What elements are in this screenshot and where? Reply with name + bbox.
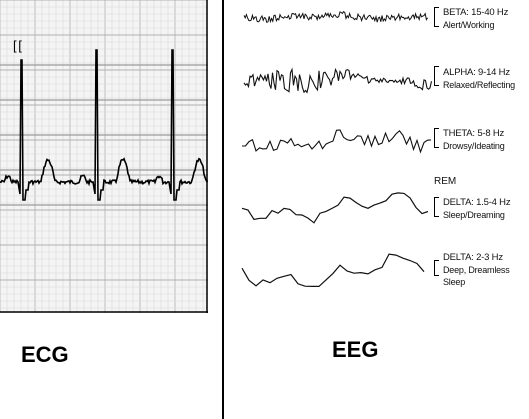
ecg-strip: [0, 0, 208, 313]
band-label-theta: THETA: 5-8 Hz Drowsy/Ideating: [443, 128, 505, 152]
eeg-trace-beta: [243, 10, 429, 24]
band-state: Sleep/Dreaming: [443, 210, 505, 220]
bracket-delta-dreaming: [434, 197, 439, 217]
panel-divider: [222, 0, 224, 419]
eeg-trace-delta-deep: [241, 253, 425, 287]
eeg-caption: EEG: [332, 337, 379, 362]
eeg-trace-theta: [241, 129, 432, 154]
ecg-waveform: [0, 49, 208, 201]
band-name: DELTA: 2-3 Hz: [443, 252, 503, 263]
band-state: Relaxed/Reflecting: [443, 80, 515, 90]
eeg-trace-delta-dreaming: [241, 192, 429, 224]
eeg-trace-alpha: [243, 67, 433, 94]
ecg-grid: [0, 0, 208, 313]
bracket-alpha: [434, 66, 439, 86]
band-label-delta-dreaming: DELTA: 1.5-4 Hz Sleep/Dreaming: [443, 197, 511, 221]
ecg-marker: [ [: [13, 38, 22, 53]
band-label-beta: BETA: 15-40 Hz Alert/Working: [443, 7, 508, 31]
band-label-delta-deep: DELTA: 2-3 Hz Deep, Dreamless Sleep: [443, 252, 523, 288]
band-state: Drowsy/Ideating: [443, 141, 505, 151]
band-name: THETA: 5-8 Hz: [443, 128, 505, 139]
rem-label: REM: [434, 176, 457, 187]
band-name: BETA: 15-40 Hz: [443, 7, 509, 18]
ecg-caption: ECG: [21, 342, 69, 367]
band-name: DELTA: 1.5-4 Hz: [443, 197, 511, 208]
bracket-theta: [434, 128, 439, 148]
band-label-alpha: ALPHA: 9-14 Hz Relaxed/Reflecting: [443, 67, 515, 91]
bracket-beta: [434, 7, 439, 27]
bracket-delta-deep: [434, 260, 439, 276]
band-state: Deep, Dreamless Sleep: [443, 265, 510, 287]
band-state: Alert/Working: [443, 20, 495, 30]
band-name: ALPHA: 9-14 Hz: [443, 67, 510, 78]
